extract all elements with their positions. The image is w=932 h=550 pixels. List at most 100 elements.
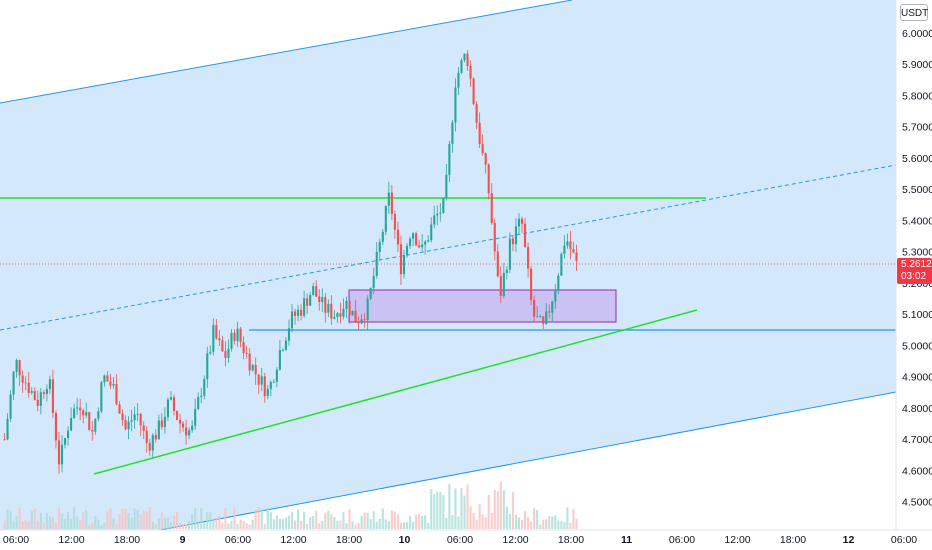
candle-body xyxy=(218,338,221,341)
candle-body xyxy=(363,319,366,321)
candle-body xyxy=(300,309,303,316)
volume-bar xyxy=(130,517,133,529)
time-tick-label: 18:00 xyxy=(336,534,362,546)
volume-bar xyxy=(390,510,393,529)
volume-bar xyxy=(563,521,566,529)
volume-bar xyxy=(245,523,248,529)
volume-bar xyxy=(402,522,406,529)
volume-bar xyxy=(530,521,533,529)
candle-body xyxy=(269,381,272,389)
volume-bar xyxy=(151,521,154,529)
volume-bar xyxy=(548,516,551,529)
candle-body xyxy=(157,420,160,440)
time-tick-label: 12:00 xyxy=(724,534,750,546)
volume-bar xyxy=(475,520,478,529)
candle-body xyxy=(18,360,21,376)
price-tick-label: 5.1000 xyxy=(902,309,932,321)
volume-bar xyxy=(33,508,36,529)
candle-body xyxy=(372,276,375,288)
volume-bar xyxy=(51,517,54,529)
price-tick-label: 5.4000 xyxy=(902,215,932,227)
volume-bar xyxy=(300,520,303,529)
volume-bar xyxy=(333,516,336,529)
volume-bar xyxy=(142,510,145,529)
candle-body xyxy=(481,144,484,154)
time-tick-label: 11 xyxy=(621,534,632,546)
candle-body xyxy=(324,297,327,313)
volume-bar xyxy=(484,517,487,529)
candle-body xyxy=(502,272,505,296)
candle-body xyxy=(496,251,499,277)
price-tick-label: 5.3000 xyxy=(902,247,932,259)
candle-body xyxy=(166,399,169,418)
volume-bar xyxy=(336,520,339,529)
volume-bar xyxy=(70,518,73,529)
volume-bar xyxy=(139,515,142,529)
candle-body xyxy=(103,375,106,383)
time-tick-label: 9 xyxy=(180,534,186,546)
candle-body xyxy=(436,213,439,216)
channel-lower-line[interactable] xyxy=(159,391,897,531)
candle-body xyxy=(297,309,300,316)
candle-body xyxy=(442,197,445,213)
candle-body xyxy=(27,382,30,393)
volume-bar xyxy=(536,510,539,529)
volume-bar xyxy=(293,520,297,529)
volume-bar xyxy=(533,508,536,529)
candle-body xyxy=(248,353,251,371)
volume-bar xyxy=(121,508,124,529)
ascending-trendline[interactable] xyxy=(93,309,698,475)
channel-upper-line[interactable] xyxy=(0,0,573,104)
volume-bar xyxy=(27,520,30,529)
volume-bar xyxy=(115,523,118,529)
volume-bars xyxy=(3,481,578,529)
currency-button[interactable]: USDT xyxy=(900,4,928,21)
volume-bar xyxy=(224,508,227,529)
candle-body xyxy=(36,399,39,406)
candle-body xyxy=(454,87,457,123)
candle-body xyxy=(378,241,381,252)
volume-bar xyxy=(212,518,215,529)
candle-body xyxy=(309,295,312,306)
volume-bar xyxy=(405,522,409,529)
candle-body xyxy=(221,340,224,352)
volume-bar xyxy=(505,506,508,529)
volume-bar xyxy=(378,518,381,529)
volume-bar xyxy=(178,523,182,529)
volume-bar xyxy=(260,508,263,529)
volume-bar xyxy=(354,524,357,529)
candle-body xyxy=(339,313,342,317)
volume-bar xyxy=(172,515,176,529)
candle-body xyxy=(542,316,545,324)
candle-body xyxy=(318,296,321,303)
volume-bar xyxy=(157,517,160,529)
channel-median-line[interactable] xyxy=(0,164,897,331)
candle-body xyxy=(375,251,378,277)
candle-body xyxy=(560,253,563,276)
consolidation-zone[interactable] xyxy=(348,289,617,323)
candle-body xyxy=(57,440,61,465)
candle-body xyxy=(24,382,27,384)
volume-bar xyxy=(418,514,421,529)
candle-countdown: 03:02 xyxy=(901,271,927,282)
volume-bar xyxy=(82,512,85,529)
candle-body xyxy=(520,218,524,224)
volume-bar xyxy=(218,515,221,529)
candle-body xyxy=(281,349,284,351)
candle-body xyxy=(112,383,115,386)
candle-body xyxy=(399,244,403,275)
candle-body xyxy=(306,298,309,306)
volume-bar xyxy=(542,519,545,529)
volume-bar xyxy=(94,516,97,529)
volume-bar xyxy=(103,523,106,529)
volume-bar xyxy=(160,511,163,529)
candle-body xyxy=(548,311,551,313)
price-tick-label: 4.7000 xyxy=(902,434,932,446)
time-axis[interactable]: 06:00 12:00 18:00 9 06:00 12:00 18:00 10 06:00 12… xyxy=(3,534,917,546)
candle-body xyxy=(451,122,454,144)
candle-body xyxy=(527,246,530,269)
volume-bar xyxy=(57,507,61,529)
candle-body xyxy=(418,245,421,248)
volume-bar xyxy=(248,524,251,529)
